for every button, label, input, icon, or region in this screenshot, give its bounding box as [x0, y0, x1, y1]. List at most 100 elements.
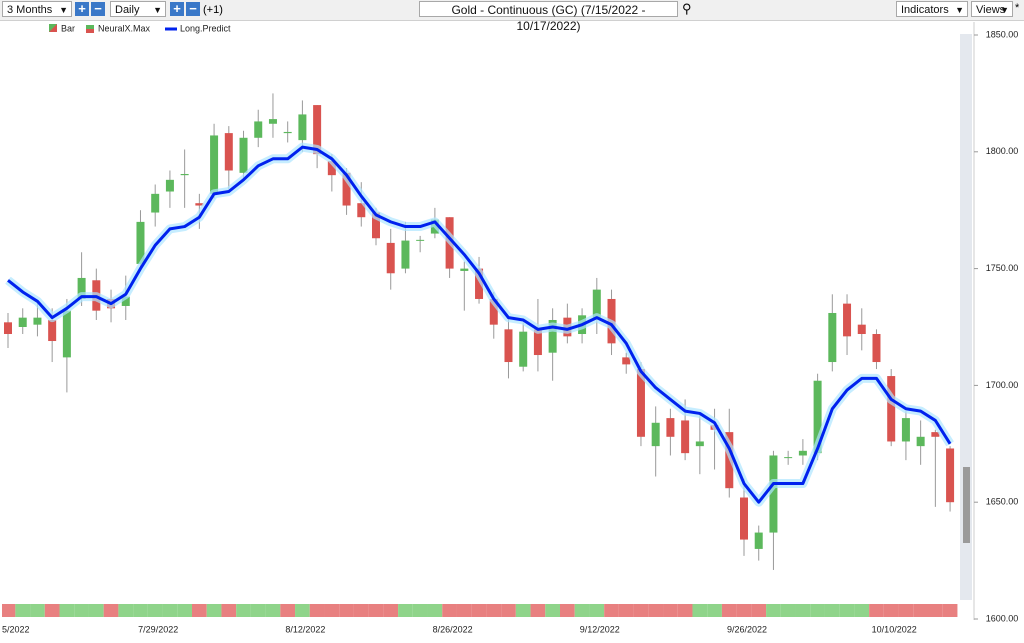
last-price-marker	[963, 467, 970, 543]
candle-body	[754, 532, 763, 549]
signal-cell	[309, 604, 325, 617]
views-select[interactable]: Views	[971, 1, 1013, 18]
signal-cell	[295, 604, 310, 617]
signal-cell	[221, 604, 237, 617]
signal-cell	[604, 604, 619, 617]
signal-cell	[74, 604, 89, 617]
scroll-strip	[960, 34, 972, 600]
zoom-out[interactable]: −	[91, 2, 105, 16]
signal-cell	[103, 604, 119, 617]
zoom-in[interactable]: +	[75, 2, 89, 16]
signal-cell	[736, 604, 752, 617]
signal-cell	[869, 604, 884, 617]
candle-body	[268, 119, 277, 124]
signal-cell	[928, 604, 943, 617]
signal-cell	[471, 604, 487, 617]
signal-cell	[353, 604, 369, 617]
signal-cell	[839, 604, 855, 617]
candle-body	[666, 418, 675, 437]
signal-cell	[398, 604, 413, 617]
signal-cell	[118, 604, 134, 617]
search-icon[interactable]: ⚲	[682, 1, 692, 16]
candle-body	[843, 303, 852, 337]
signal-cell	[2, 604, 16, 617]
signal-cell	[780, 604, 796, 617]
signal-cell	[618, 604, 634, 617]
signal-cell	[147, 604, 163, 617]
candle-body	[254, 121, 263, 138]
signal-cell	[707, 604, 722, 617]
signal-cell	[721, 604, 737, 617]
signal-cell	[162, 604, 178, 617]
candle-body	[210, 135, 219, 194]
x-tick-label: 10/10/2022	[872, 624, 917, 634]
signal-cell	[206, 604, 222, 617]
candle-body	[857, 324, 866, 335]
signal-cell	[810, 604, 825, 617]
signal-cell	[692, 604, 708, 617]
candle-body	[681, 420, 690, 454]
candle-body	[533, 329, 542, 356]
candle-body	[916, 436, 925, 447]
candle-body	[313, 105, 322, 155]
indicators-select[interactable]: Indicators	[896, 1, 968, 18]
y-tick-label: 1800.00	[986, 146, 1019, 156]
signal-cell	[30, 604, 45, 617]
x-tick-label: 5/2022	[2, 624, 30, 634]
x-tick-label: 8/12/2022	[285, 624, 325, 634]
candle-body	[489, 298, 498, 325]
candle-body	[475, 268, 484, 299]
offset-minus[interactable]: −	[186, 2, 200, 16]
signal-cell	[501, 604, 516, 617]
candle-body	[239, 137, 248, 173]
signal-cell	[88, 604, 104, 617]
signal-cell	[589, 604, 605, 617]
x-tick-label: 7/29/2022	[138, 624, 178, 634]
period-select[interactable]: 3 Months	[2, 1, 72, 18]
candle-body	[151, 193, 160, 213]
candle-body	[327, 161, 336, 176]
candle-body	[872, 334, 881, 363]
line	[7, 145, 952, 504]
signal-cell	[515, 604, 531, 617]
line-glow	[5, 142, 954, 507]
y-tick-label: 1600.00	[986, 613, 1019, 623]
signal-cell	[265, 604, 281, 617]
candle-body	[33, 317, 42, 325]
candle-body	[828, 312, 837, 363]
signal-cell	[427, 604, 443, 617]
candle-body	[298, 114, 307, 141]
interval-select[interactable]: Daily	[110, 1, 166, 18]
signal-cell	[574, 604, 590, 617]
candle-body	[62, 310, 71, 358]
candle-body	[77, 277, 86, 299]
candle-body	[180, 173, 189, 176]
candle-body	[357, 203, 366, 218]
y-tick-label: 1700.00	[986, 380, 1019, 390]
signal-cell	[942, 604, 958, 617]
candle-body	[519, 331, 528, 367]
candle-body	[695, 441, 704, 447]
signal-cell	[59, 604, 75, 617]
signal-cell	[250, 604, 266, 617]
candle-body	[416, 239, 425, 241]
legend-label: Bar	[61, 23, 75, 33]
signal-cell	[751, 604, 767, 617]
candle-body	[769, 455, 778, 533]
offset-plus[interactable]: +	[170, 2, 184, 16]
candle-body	[48, 319, 57, 342]
x-tick-label: 9/12/2022	[580, 624, 620, 634]
signal-cell	[648, 604, 664, 617]
candle-body	[121, 296, 130, 306]
signal-cell	[545, 604, 560, 617]
candle-body	[136, 221, 145, 264]
signal-cell	[412, 604, 428, 617]
candle-body	[165, 179, 174, 192]
candle-body	[946, 448, 955, 503]
signal-cell	[663, 604, 678, 617]
signal-cell	[766, 604, 781, 617]
signal-cell	[15, 604, 31, 617]
symbol-box[interactable]: Gold - Continuous (GC) (7/15/2022 - 10/1…	[419, 1, 678, 33]
signal-cell	[324, 604, 340, 617]
